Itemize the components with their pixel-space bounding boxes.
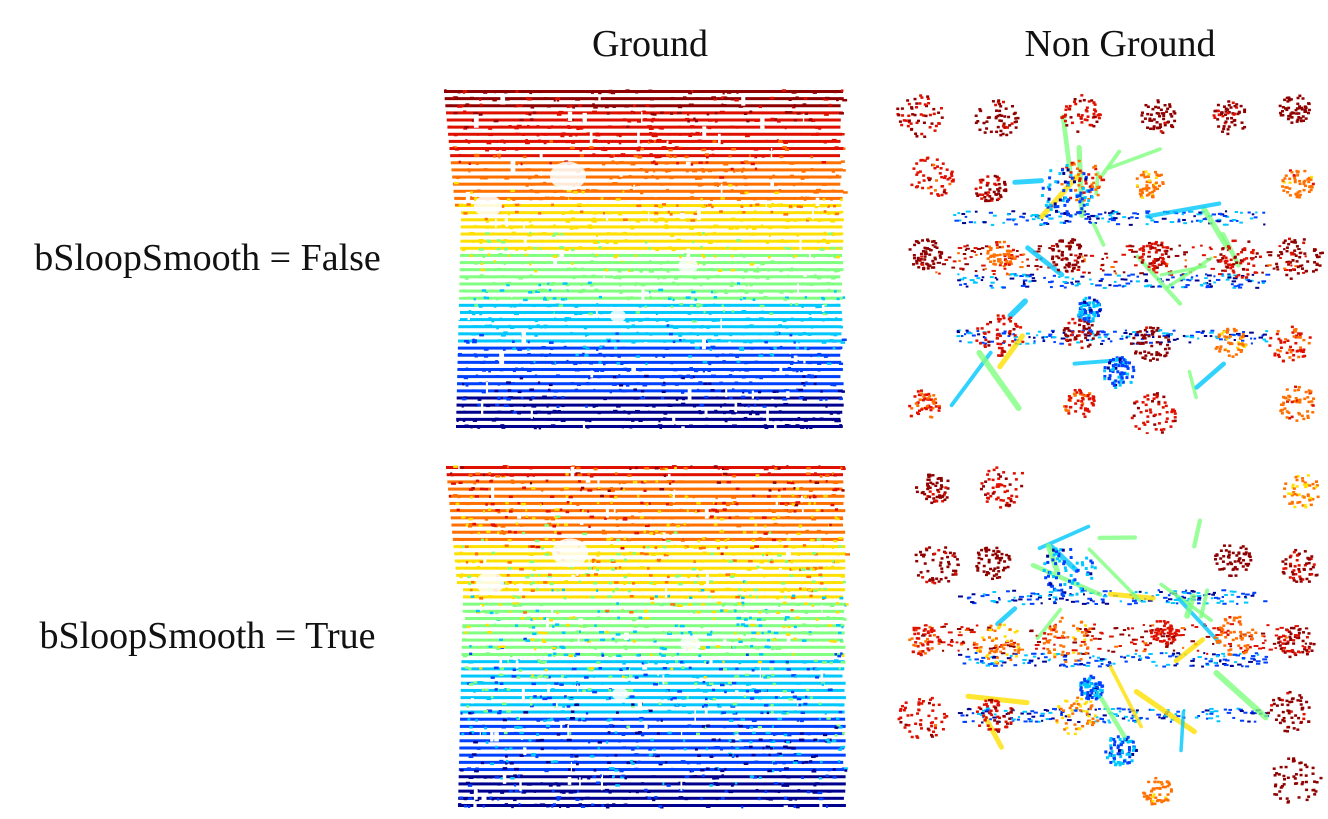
ground-point-cloud-smooth-true	[420, 462, 850, 810]
non-ground-point-cloud-smooth-true	[896, 464, 1326, 812]
column-header-non-ground: Non Ground	[1024, 23, 1216, 65]
non-ground-point-cloud-smooth-false	[892, 84, 1326, 434]
ground-point-cloud-smooth-false	[418, 86, 848, 431]
row-label-smooth-true: bSloopSmooth = True	[39, 615, 376, 657]
column-header-ground: Ground	[591, 23, 709, 65]
row-label-smooth-false: bSloopSmooth = False	[34, 237, 381, 279]
